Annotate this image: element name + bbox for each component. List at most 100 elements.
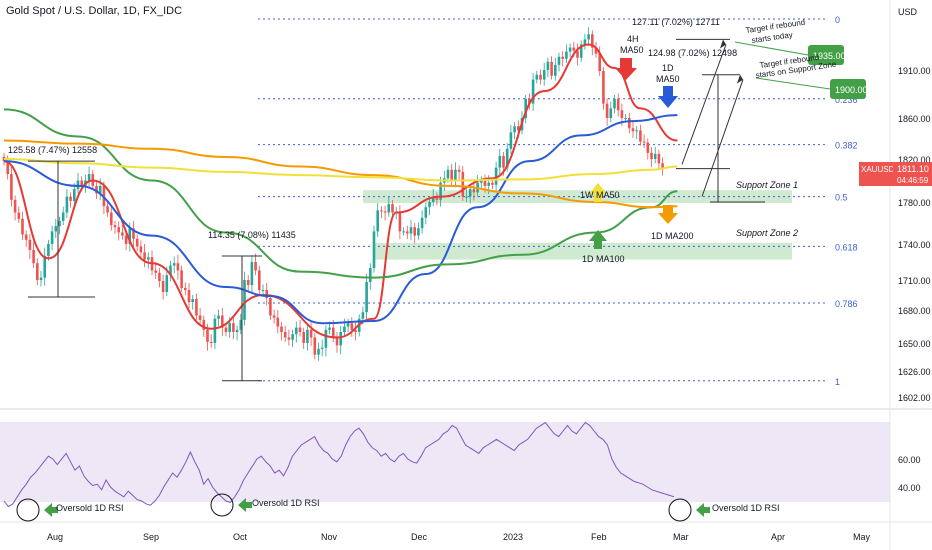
candle-body <box>320 347 324 349</box>
candle-body <box>579 44 583 58</box>
y-tick-1820: 1820.00 <box>898 155 931 165</box>
candle-body <box>568 47 572 52</box>
candle-body <box>646 142 650 153</box>
candle-body <box>313 337 317 355</box>
candle-body <box>557 56 561 65</box>
candle-body <box>80 180 83 186</box>
y-tick-1626: 1626.00 <box>898 367 931 377</box>
candle-body <box>528 98 531 104</box>
candle-body <box>6 161 9 175</box>
candle-body <box>295 327 298 335</box>
y-tick-1602: 1602.00 <box>898 393 931 403</box>
candle-body <box>291 334 294 340</box>
x-tick-feb: Feb <box>591 532 607 542</box>
candle-body <box>354 329 357 332</box>
candle-body <box>276 317 280 327</box>
ma50-4h-label-2: MA50 <box>620 45 644 55</box>
candle-body <box>169 265 172 276</box>
candle-body <box>13 199 17 213</box>
oversold-label-2: Oversold 1D RSI <box>252 498 320 508</box>
y-tick-1860: 1860.00 <box>898 114 931 124</box>
candle-body <box>209 341 213 343</box>
target-1900-badge <box>830 79 866 99</box>
candle-body <box>139 246 143 253</box>
candle-body <box>306 329 309 343</box>
candle-body <box>461 171 465 197</box>
candle-body <box>143 252 146 260</box>
candle-body <box>206 329 209 342</box>
candle-body <box>417 228 420 236</box>
candle-body <box>36 263 39 280</box>
oversold-circle-1 <box>16 498 40 522</box>
candle-body <box>246 280 250 285</box>
candle-body <box>265 290 268 298</box>
candle-body <box>228 323 231 332</box>
candle-body <box>343 326 346 332</box>
target-arrow-zone-head <box>737 74 743 84</box>
target-1900-label: 1900.00 <box>835 85 868 95</box>
candle-body <box>191 299 194 302</box>
x-axis-ticks: Aug Sep Oct Nov Dec 2023 Feb Mar Apr May <box>47 532 871 542</box>
candle-body <box>413 227 416 236</box>
x-tick-mar: Mar <box>673 532 689 542</box>
candle-body <box>235 329 239 332</box>
candle-body <box>402 231 405 233</box>
candle-body <box>346 323 350 327</box>
candle-body <box>620 110 624 118</box>
arrow-1w-ma50 <box>589 183 607 202</box>
candle-body <box>224 327 228 332</box>
oversold-arrow-3 <box>696 503 710 517</box>
oversold-arrow-2 <box>238 498 252 512</box>
candle-body <box>465 196 468 198</box>
candle-body <box>613 98 616 109</box>
fib-label-0.382: 0.382 <box>835 141 858 151</box>
candle-body <box>32 250 35 264</box>
candle-body <box>380 210 383 212</box>
arrow-4h-ma50 <box>615 58 637 80</box>
candle-body <box>339 332 342 346</box>
candle-body <box>376 210 379 232</box>
x-tick-aug: Aug <box>47 532 63 542</box>
fib-levels: 0 0.236 0.382 0.5 0.618 0.786 1 <box>258 15 858 387</box>
candle-body <box>324 329 328 348</box>
price-tag-ticker: XAUUSD <box>861 165 895 174</box>
candle-body <box>261 290 265 291</box>
candle-body <box>172 263 176 266</box>
fib-label-0.618: 0.618 <box>835 242 858 252</box>
range-left-label: 125.58 (7.47%) 12558 <box>8 145 97 155</box>
candle-body <box>95 185 98 194</box>
candle-body <box>98 185 102 194</box>
ma-1d-ma200 <box>3 139 678 209</box>
candle-body <box>258 270 261 290</box>
currency-label: USD <box>898 7 918 17</box>
candle-body <box>483 180 487 186</box>
rsi-series: 40.00 60.00 <box>3 421 921 508</box>
y-tick-1740: 1740.00 <box>898 240 931 250</box>
candle-body <box>176 263 180 271</box>
candle-body <box>628 118 631 129</box>
candle-body <box>565 51 568 59</box>
candle-body <box>616 98 620 111</box>
x-tick-2023: 2023 <box>503 532 523 542</box>
candle-body <box>546 61 550 70</box>
support-zone-2-label: Support Zone 2 <box>736 228 798 238</box>
candle-body <box>420 217 424 229</box>
x-tick-sep: Sep <box>143 532 159 542</box>
candle-body <box>350 323 354 330</box>
candle-body <box>605 103 609 118</box>
price-value-bg <box>893 162 932 186</box>
ma-1w-ma50 <box>3 158 678 182</box>
candle-body <box>76 180 80 190</box>
candle-body <box>468 189 472 197</box>
candle-body <box>335 336 339 346</box>
candle-body <box>602 70 605 104</box>
ma-4h-ma50 <box>3 43 678 339</box>
candle-body <box>657 153 661 164</box>
candle-body <box>594 47 598 54</box>
candle-body <box>583 39 587 45</box>
candle-body <box>435 196 439 200</box>
candle-body <box>661 163 664 169</box>
fib-label-1: 1 <box>835 377 840 387</box>
candle-body <box>17 212 21 219</box>
